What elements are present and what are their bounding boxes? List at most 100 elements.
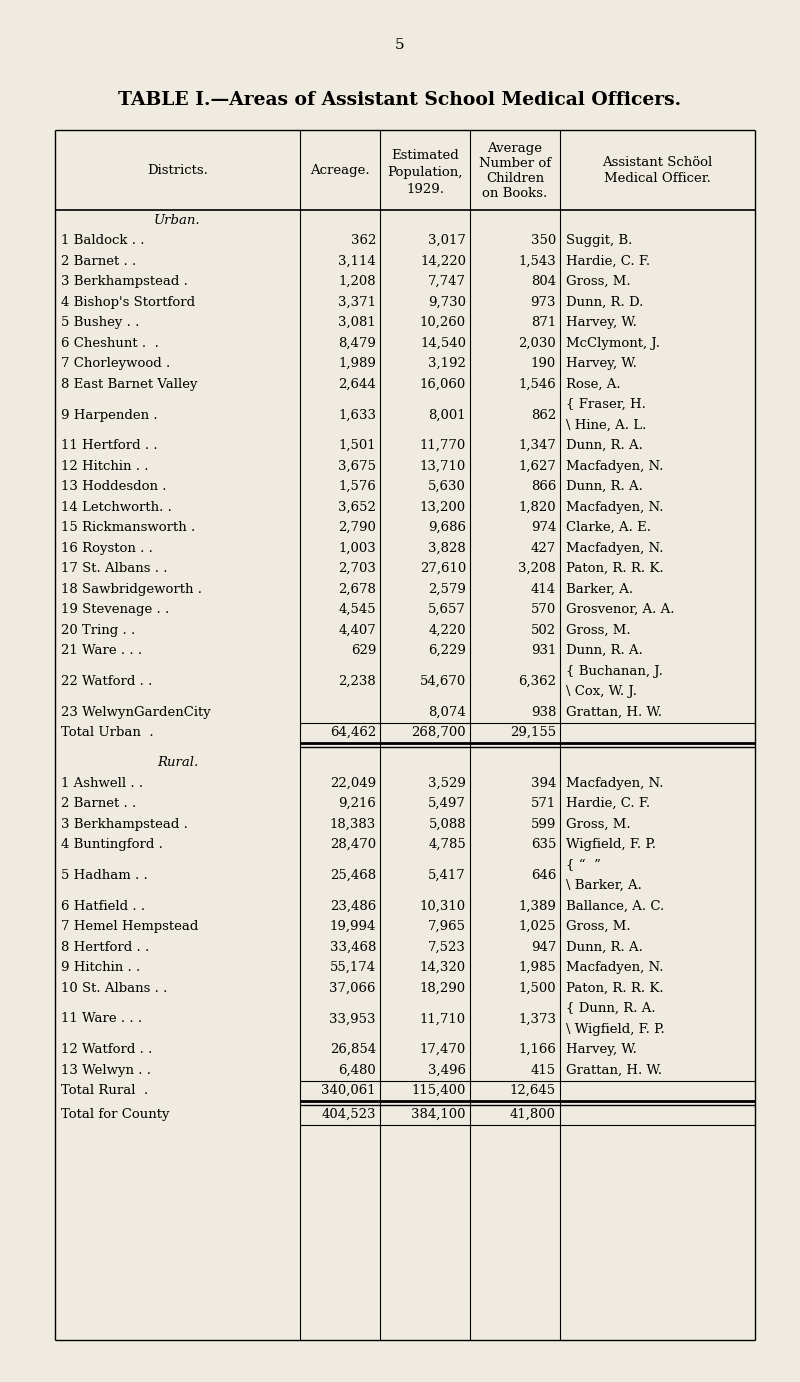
Text: 8 Hertford . .: 8 Hertford . . xyxy=(61,941,150,954)
Text: 862: 862 xyxy=(530,409,556,422)
Text: Hardie, C. F.: Hardie, C. F. xyxy=(566,254,650,268)
Text: 17,470: 17,470 xyxy=(420,1043,466,1056)
Text: 1,543: 1,543 xyxy=(518,254,556,268)
Text: 7,747: 7,747 xyxy=(428,275,466,289)
Text: Children: Children xyxy=(486,171,544,185)
Text: 26,854: 26,854 xyxy=(330,1043,376,1056)
Text: 3,371: 3,371 xyxy=(338,296,376,308)
Text: 1,989: 1,989 xyxy=(338,358,376,370)
Text: 14 Letchworth. .: 14 Letchworth. . xyxy=(61,500,172,514)
Text: 21 Ware . . .: 21 Ware . . . xyxy=(61,644,142,658)
Text: Total for County: Total for County xyxy=(61,1108,170,1121)
Text: TABLE I.—Areas of Assistant School Medical Officers.: TABLE I.—Areas of Assistant School Medic… xyxy=(118,91,682,109)
Text: 6 Hatfield . .: 6 Hatfield . . xyxy=(61,900,145,912)
Text: 3,081: 3,081 xyxy=(338,316,376,329)
Text: Macfadyen, N.: Macfadyen, N. xyxy=(566,542,663,554)
Text: 599: 599 xyxy=(530,818,556,831)
Text: 646: 646 xyxy=(530,869,556,882)
Text: 4 Bishop's Stortford: 4 Bishop's Stortford xyxy=(61,296,195,308)
Text: \ Cox, W. J.: \ Cox, W. J. xyxy=(566,685,637,698)
Text: 502: 502 xyxy=(531,623,556,637)
Text: 12 Hitchin . .: 12 Hitchin . . xyxy=(61,460,149,473)
Text: 4 Buntingford .: 4 Buntingford . xyxy=(61,839,163,851)
Text: 9,730: 9,730 xyxy=(428,296,466,308)
Text: Paton, R. R. K.: Paton, R. R. K. xyxy=(566,981,664,995)
Text: 4,220: 4,220 xyxy=(428,623,466,637)
Text: 2,579: 2,579 xyxy=(428,583,466,596)
Text: 2,030: 2,030 xyxy=(518,337,556,350)
Text: 29,155: 29,155 xyxy=(510,727,556,739)
Text: Assistant Schöol: Assistant Schöol xyxy=(602,156,713,169)
Text: 55,174: 55,174 xyxy=(330,962,376,974)
Text: 427: 427 xyxy=(530,542,556,554)
Text: Macfadyen, N.: Macfadyen, N. xyxy=(566,777,663,789)
Text: 27,610: 27,610 xyxy=(420,562,466,575)
Text: 22,049: 22,049 xyxy=(330,777,376,789)
Text: 1,166: 1,166 xyxy=(518,1043,556,1056)
Text: 268,700: 268,700 xyxy=(411,727,466,739)
Text: 1,546: 1,546 xyxy=(518,377,556,391)
Text: 20 Tring . .: 20 Tring . . xyxy=(61,623,135,637)
Text: 5: 5 xyxy=(395,37,405,53)
Text: Total Urban  .: Total Urban . xyxy=(61,727,154,739)
Text: Paton, R. R. K.: Paton, R. R. K. xyxy=(566,562,664,575)
Text: 11 Hertford . .: 11 Hertford . . xyxy=(61,439,158,452)
Text: 3,208: 3,208 xyxy=(518,562,556,575)
Text: 13,200: 13,200 xyxy=(420,500,466,514)
Text: Ballance, A. C.: Ballance, A. C. xyxy=(566,900,664,912)
Text: 2 Barnet . .: 2 Barnet . . xyxy=(61,797,136,810)
Text: 414: 414 xyxy=(531,583,556,596)
Text: 11,710: 11,710 xyxy=(420,1013,466,1025)
Text: Gross, M.: Gross, M. xyxy=(566,275,630,289)
Text: 8,074: 8,074 xyxy=(428,706,466,719)
Text: 4,545: 4,545 xyxy=(338,604,376,616)
Text: 13,710: 13,710 xyxy=(420,460,466,473)
Text: Medical Officer.: Medical Officer. xyxy=(604,171,711,185)
Text: 10 St. Albans . .: 10 St. Albans . . xyxy=(61,981,167,995)
Text: 974: 974 xyxy=(530,521,556,535)
Text: 33,468: 33,468 xyxy=(330,941,376,954)
Text: 2,790: 2,790 xyxy=(338,521,376,535)
Text: 25,468: 25,468 xyxy=(330,869,376,882)
Text: { Fraser, H.: { Fraser, H. xyxy=(566,398,646,412)
Text: Clarke, A. E.: Clarke, A. E. xyxy=(566,521,651,535)
Text: 866: 866 xyxy=(530,481,556,493)
Text: 1,373: 1,373 xyxy=(518,1013,556,1025)
Text: Dunn, R. D.: Dunn, R. D. xyxy=(566,296,643,308)
Text: Acreage.: Acreage. xyxy=(310,163,370,177)
Text: 19 Stevenage . .: 19 Stevenage . . xyxy=(61,604,170,616)
Text: 28,470: 28,470 xyxy=(330,839,376,851)
Text: 3,114: 3,114 xyxy=(338,254,376,268)
Text: Population,: Population, xyxy=(387,166,462,178)
Text: 16 Royston . .: 16 Royston . . xyxy=(61,542,153,554)
Text: 2,703: 2,703 xyxy=(338,562,376,575)
Text: 3,652: 3,652 xyxy=(338,500,376,514)
Text: 2,238: 2,238 xyxy=(338,674,376,688)
Text: 37,066: 37,066 xyxy=(330,981,376,995)
Text: 5,088: 5,088 xyxy=(428,818,466,831)
Text: 1,208: 1,208 xyxy=(338,275,376,289)
Text: Grosvenor, A. A.: Grosvenor, A. A. xyxy=(566,604,674,616)
Text: 8,479: 8,479 xyxy=(338,337,376,350)
Text: Barker, A.: Barker, A. xyxy=(566,583,633,596)
Text: 415: 415 xyxy=(531,1064,556,1077)
Text: Rose, A.: Rose, A. xyxy=(566,377,621,391)
Text: Grattan, H. W.: Grattan, H. W. xyxy=(566,706,662,719)
Text: 3 Berkhampstead .: 3 Berkhampstead . xyxy=(61,275,188,289)
Text: 6,480: 6,480 xyxy=(338,1064,376,1077)
Text: 6 Cheshunt .  .: 6 Cheshunt . . xyxy=(61,337,159,350)
Text: 5,417: 5,417 xyxy=(428,869,466,882)
Text: 1,633: 1,633 xyxy=(338,409,376,422)
Text: 8,001: 8,001 xyxy=(428,409,466,422)
Text: 3,496: 3,496 xyxy=(428,1064,466,1077)
Text: 571: 571 xyxy=(530,797,556,810)
Text: 64,462: 64,462 xyxy=(330,727,376,739)
Text: 11,770: 11,770 xyxy=(420,439,466,452)
Text: 19,994: 19,994 xyxy=(330,920,376,933)
Text: 12,645: 12,645 xyxy=(510,1085,556,1097)
Text: { Buchanan, J.: { Buchanan, J. xyxy=(566,665,663,677)
Text: 4,407: 4,407 xyxy=(338,623,376,637)
Text: 5 Hadham . .: 5 Hadham . . xyxy=(61,869,148,882)
Text: 1,347: 1,347 xyxy=(518,439,556,452)
Text: 9,216: 9,216 xyxy=(338,797,376,810)
